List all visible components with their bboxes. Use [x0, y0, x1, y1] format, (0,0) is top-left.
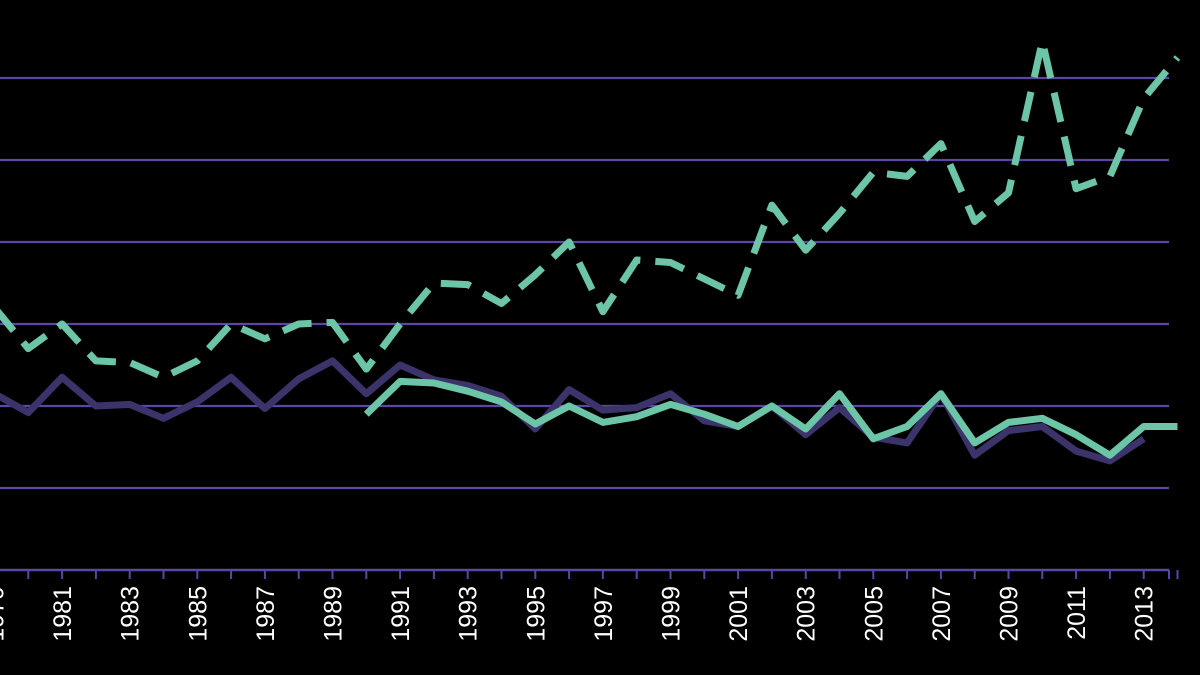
x-tick-label: 1995: [522, 586, 550, 642]
x-tick-label: 1981: [49, 586, 77, 642]
x-tick-label: 1989: [320, 586, 348, 642]
series-line-2: [363, 377, 1178, 459]
x-tick-label: 1991: [387, 586, 415, 642]
x-tick-label: 2009: [996, 586, 1024, 642]
x-tick-label: 1997: [590, 586, 618, 642]
x-tick-label: 2005: [860, 586, 888, 642]
x-axis-ticks: [27, 570, 1179, 579]
series-line-1: [0, 37, 1181, 381]
x-tick-label: 1985: [184, 586, 212, 642]
x-tick-label: 2003: [793, 586, 821, 642]
x-tick-label: 1999: [658, 586, 686, 642]
x-tick-label: 2013: [1131, 586, 1159, 642]
x-tick-label: 1983: [117, 586, 145, 642]
series-layer: [0, 37, 1181, 465]
gridlines: [0, 76, 1169, 490]
x-axis-tick-labels: 1979 1981 1983 1985 1987 1989 1991 1993 1995 1997…: [0, 586, 1159, 642]
x-tick-label: 1993: [455, 586, 483, 642]
x-tick-label: 2007: [928, 586, 956, 642]
x-tick-label: 1979: [0, 586, 10, 642]
x-tick-label: 2011: [1063, 586, 1091, 640]
x-tick-label: 2001: [725, 586, 753, 642]
x-tick-label: 1987: [252, 586, 280, 642]
